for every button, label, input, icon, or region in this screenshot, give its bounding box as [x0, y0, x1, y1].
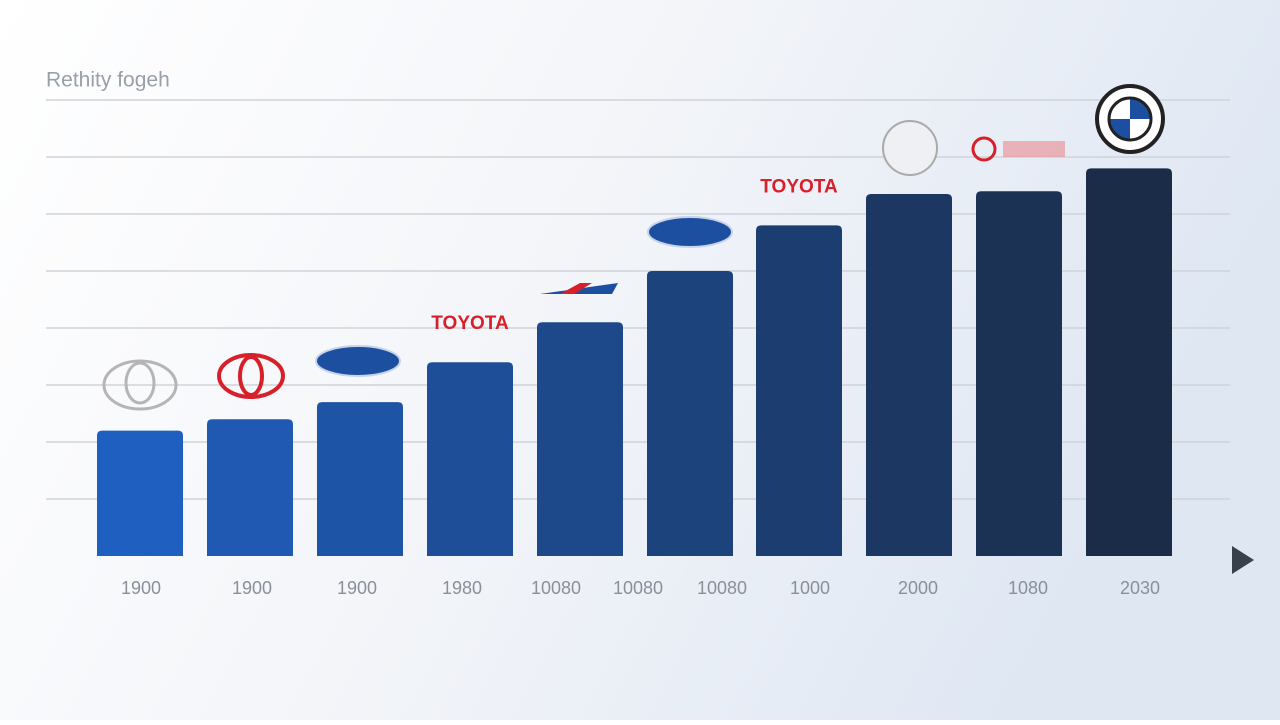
- x-tick-label: 1900: [337, 578, 377, 598]
- subtitle: Rethity fogeh: [46, 69, 170, 92]
- annotation: TOYOTA: [760, 176, 838, 197]
- x-tick-label: 10080: [613, 578, 663, 598]
- x-tick-label: 2030: [1120, 578, 1160, 598]
- bar: [537, 322, 623, 556]
- bar: [976, 191, 1062, 556]
- x-tick-label: 1900: [121, 578, 161, 598]
- logo: [882, 120, 938, 176]
- annotation: TOYOTA: [431, 313, 509, 334]
- labels: 1900 1900 1900 1980 10080 10080 10080 1000 2000 1…: [121, 176, 1160, 597]
- logo: [1109, 98, 1151, 140]
- x-tick-label: 1980: [442, 578, 482, 598]
- axis-arrow: [1232, 546, 1254, 574]
- x-tick-label: 10080: [697, 578, 747, 598]
- x-tick-label: 1080: [1008, 578, 1048, 598]
- x-tick-label: 10080: [531, 578, 581, 598]
- x-tick-label: 1000: [790, 578, 830, 598]
- logo: [971, 136, 997, 162]
- bar: [207, 419, 293, 556]
- bar: [647, 271, 733, 556]
- bar: [317, 402, 403, 556]
- logo: [124, 361, 156, 405]
- x-tick-label: 2000: [898, 578, 938, 598]
- bar: [756, 225, 842, 556]
- logo: [647, 216, 733, 248]
- bar: [427, 362, 513, 556]
- logo: [238, 355, 264, 397]
- logo: [1107, 96, 1153, 142]
- x-tick-label: 1900: [232, 578, 272, 598]
- logo: [102, 359, 178, 411]
- logo: [560, 283, 592, 294]
- bar: [1086, 168, 1172, 556]
- logo: [315, 345, 401, 377]
- logos: [102, 84, 1165, 411]
- bar: [866, 194, 952, 557]
- bar: [97, 430, 183, 556]
- bars: [97, 168, 1172, 557]
- logo: [1003, 141, 1065, 157]
